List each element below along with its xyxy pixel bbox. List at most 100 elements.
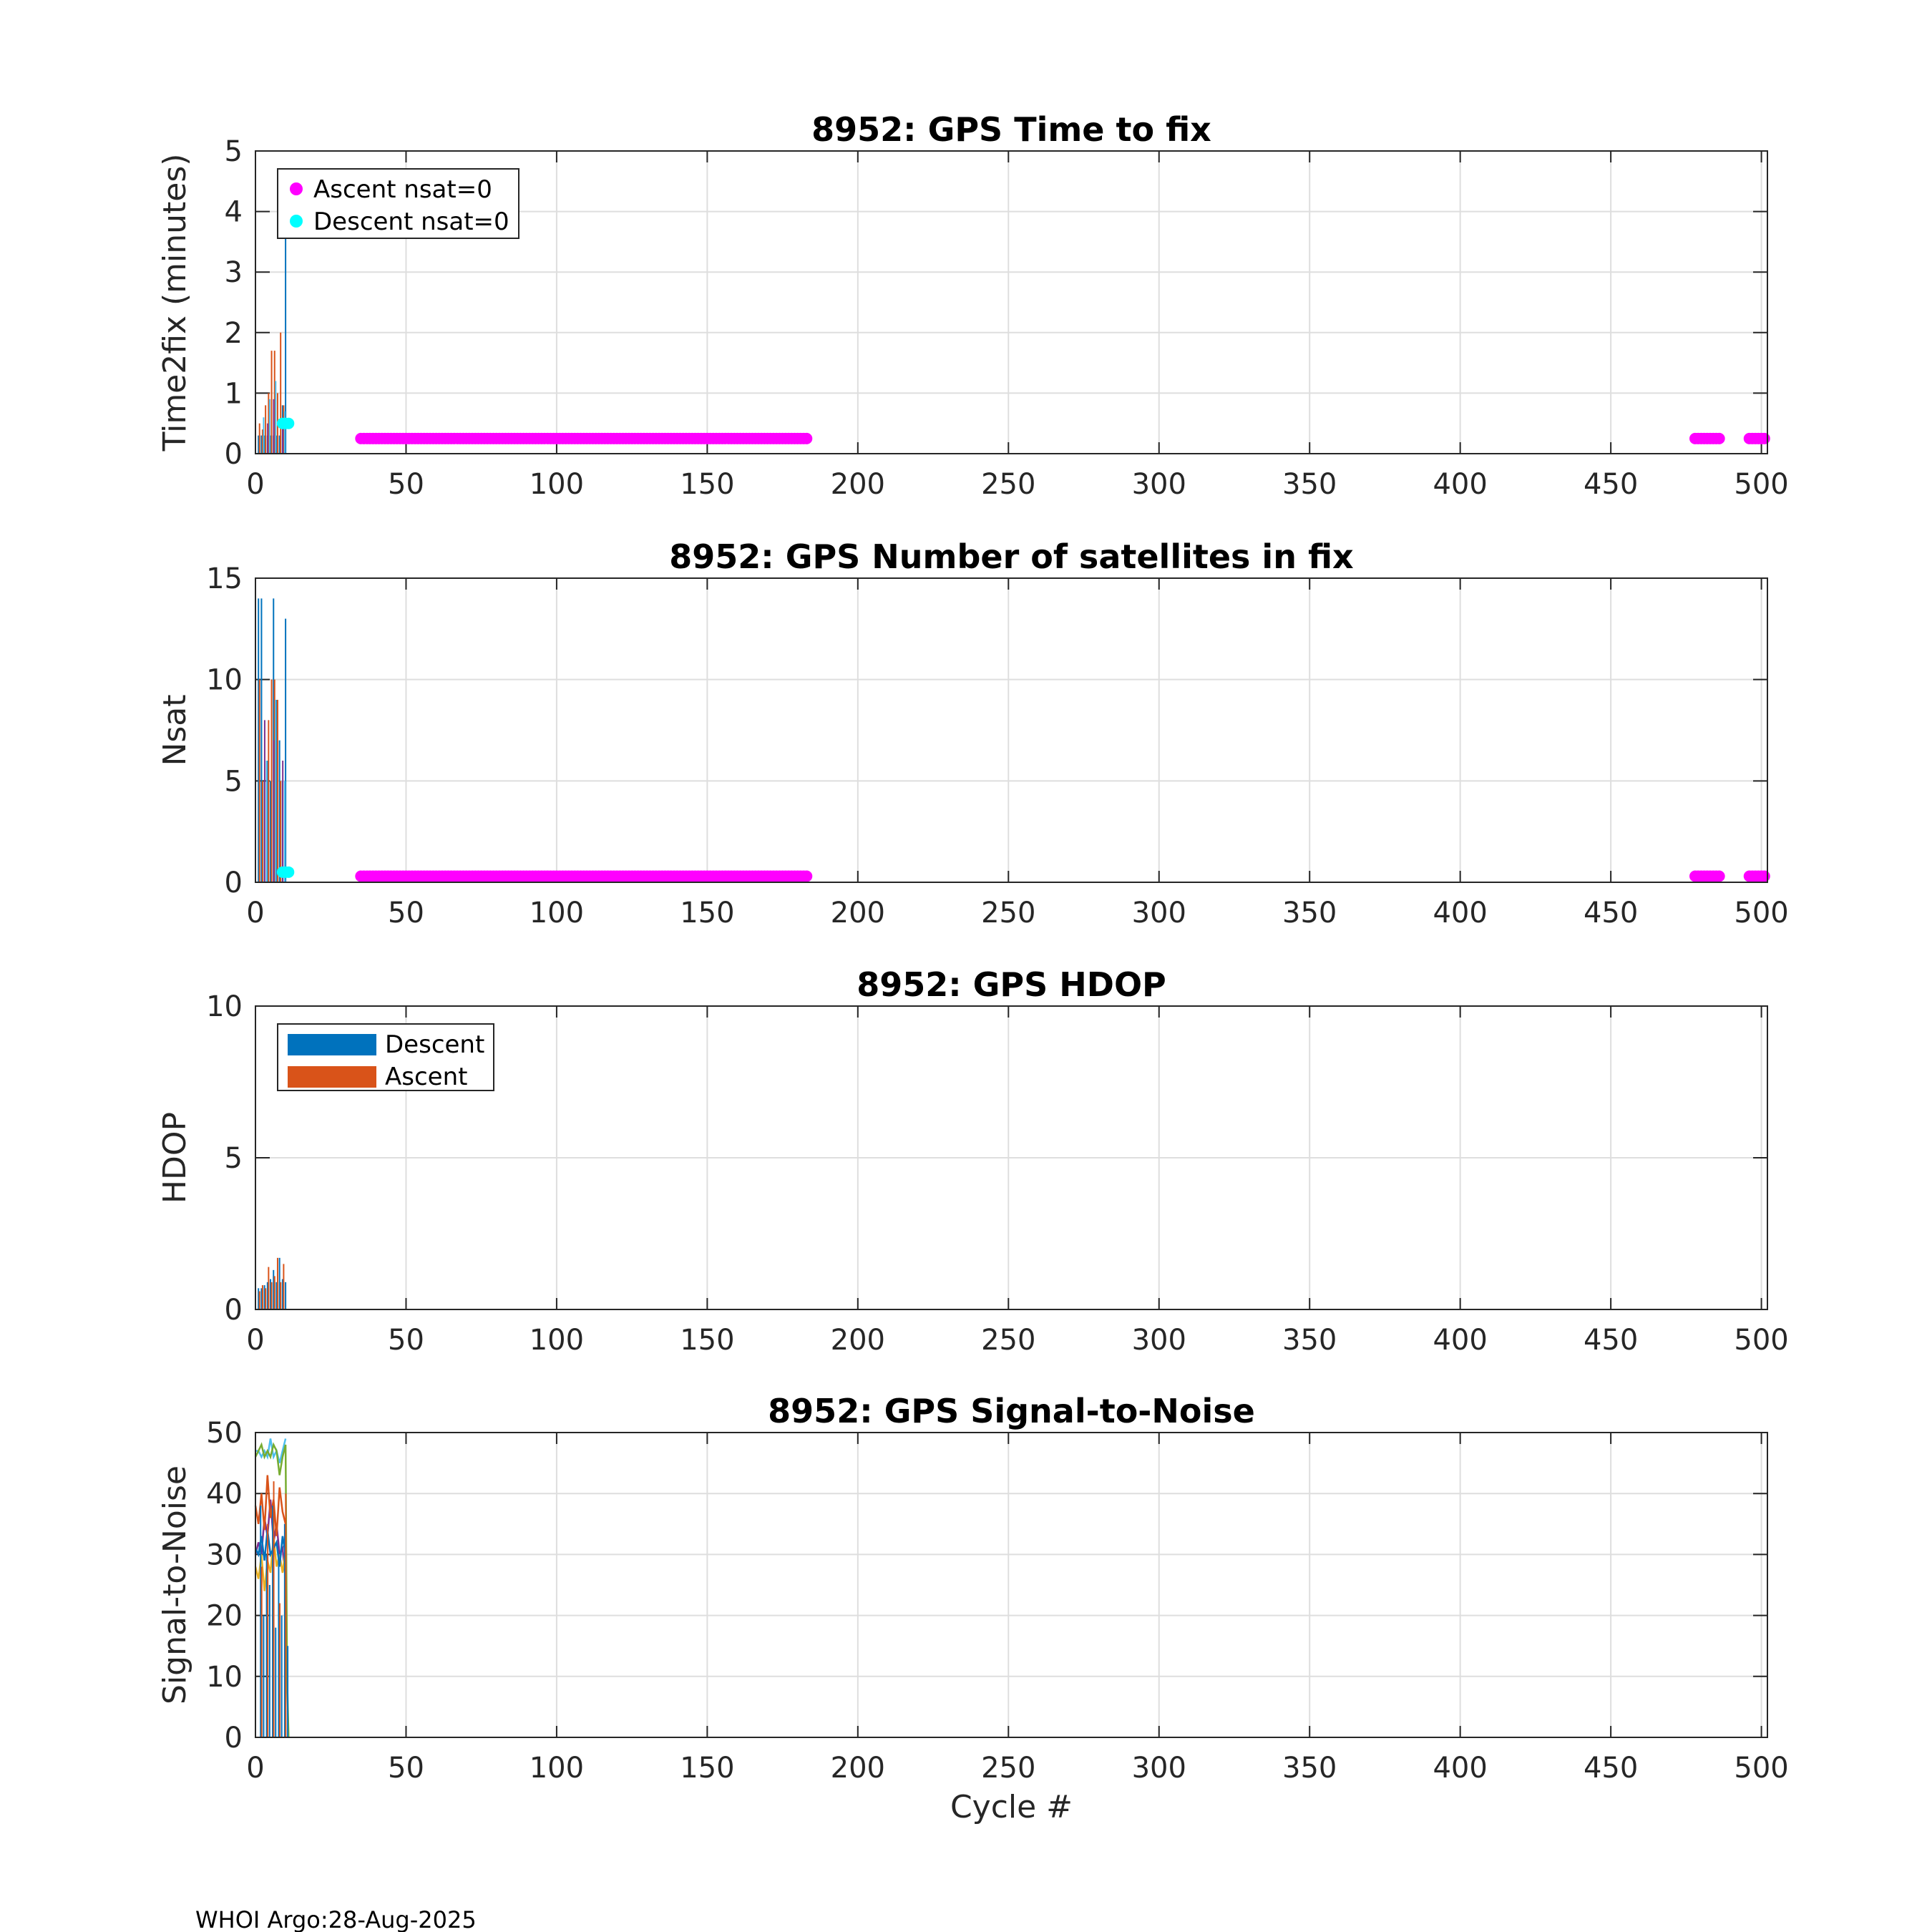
series-group	[254, 1438, 290, 1738]
y-tick-label: 5	[225, 135, 243, 168]
x-tick-label: 150	[680, 1752, 734, 1785]
x-tick-label: 300	[1132, 468, 1186, 501]
x-tick-label: 250	[981, 1324, 1035, 1357]
series-5	[355, 870, 1770, 882]
x-tick-label: 200	[831, 1324, 885, 1357]
x-tick-label: 50	[388, 468, 424, 501]
x-tick-label: 0	[246, 1324, 264, 1357]
chart-title: 8952: GPS Signal-to-Noise	[768, 1392, 1255, 1430]
y-tick-label: 4	[225, 196, 243, 229]
x-tick-label: 50	[388, 897, 424, 930]
series-2	[258, 679, 282, 882]
x-tick-label: 350	[1282, 468, 1337, 501]
y-tick-label: 5	[225, 765, 243, 798]
x-tick-label: 250	[981, 1752, 1035, 1785]
legend-label: Descent	[385, 1030, 484, 1059]
chart-panel-1: 0 50 100 150 200 250 300 350 400 450 500 0 1 2 3 4 5 8952…	[157, 110, 1789, 501]
x-axis-label: Cycle #	[950, 1789, 1073, 1825]
series-group	[258, 235, 1770, 454]
y-tick-label: 10	[206, 1661, 243, 1694]
series-2	[258, 1257, 285, 1309]
x-tick-label: 400	[1433, 897, 1487, 930]
y-tick-label: 0	[225, 1294, 243, 1327]
plot-area	[255, 578, 1767, 882]
x-tick-label: 100	[530, 468, 584, 501]
series-line	[254, 1442, 290, 1738]
x-tick-label: 350	[1282, 1752, 1337, 1785]
axes-box	[255, 150, 1768, 454]
y-tick-label: 40	[206, 1478, 243, 1511]
x-tick-label: 200	[831, 897, 885, 930]
x-tick-label: 200	[831, 468, 885, 501]
x-tick-label: 500	[1734, 468, 1788, 501]
y-tick-label: 0	[225, 1722, 243, 1755]
legend-marker	[290, 182, 303, 195]
legend: Ascent nsat=0 Descent nsat=0	[277, 168, 519, 239]
y-tick-label: 30	[206, 1538, 243, 1571]
x-tick-label: 150	[680, 1324, 734, 1357]
x-tick-label: 100	[530, 1752, 584, 1785]
legend: Descent Ascent	[277, 1023, 494, 1091]
x-tick-label: 0	[246, 468, 264, 501]
plot-area	[255, 1433, 1767, 1737]
y-tick-label: 50	[206, 1417, 243, 1450]
legend-swatch	[288, 1066, 376, 1088]
point	[283, 866, 295, 878]
x-tick-label: 500	[1734, 1752, 1788, 1785]
point	[801, 870, 813, 882]
series-5	[355, 432, 1770, 444]
x-tick-label: 350	[1282, 897, 1337, 930]
point	[283, 417, 295, 429]
chart-title: 8952: GPS Time to fix	[811, 110, 1211, 149]
x-tick-label: 450	[1584, 1752, 1638, 1785]
x-tick-label: 0	[246, 897, 264, 930]
series-line	[254, 1475, 287, 1536]
series-1	[258, 1257, 287, 1309]
x-tick-label: 50	[388, 1324, 424, 1357]
x-tick-label: 300	[1132, 1752, 1186, 1785]
legend-swatch	[288, 1034, 376, 1055]
y-axis-label: Time2fix (minutes)	[157, 154, 193, 452]
x-tick-label: 200	[831, 1752, 885, 1785]
x-tick-label: 100	[530, 1324, 584, 1357]
y-axis-label: HDOP	[157, 1112, 193, 1204]
series-6	[276, 866, 295, 878]
y-tick-label: 0	[225, 867, 243, 899]
x-tick-label: 300	[1132, 1324, 1186, 1357]
y-tick-label: 10	[206, 990, 243, 1023]
series-3	[265, 700, 286, 882]
legend-label: Descent nsat=0	[313, 208, 509, 236]
y-tick-label: 20	[206, 1600, 243, 1633]
series-group	[258, 1257, 287, 1309]
x-tick-label: 250	[981, 468, 1035, 501]
x-tick-label: 150	[680, 468, 734, 501]
x-tick-label: 450	[1584, 468, 1638, 501]
series-group	[258, 598, 1770, 882]
point	[1713, 870, 1725, 882]
chart-title: 8952: GPS HDOP	[857, 965, 1166, 1004]
point	[801, 432, 813, 444]
y-tick-label: 5	[225, 1142, 243, 1175]
x-tick-label: 400	[1433, 468, 1487, 501]
series-line	[255, 1438, 287, 1463]
x-tick-label: 500	[1734, 1324, 1788, 1357]
y-tick-label: 3	[225, 256, 243, 289]
x-tick-label: 300	[1132, 897, 1186, 930]
x-tick-label: 150	[680, 897, 734, 930]
y-tick-label: 10	[206, 664, 243, 697]
axes-box	[255, 1005, 1768, 1310]
x-tick-label: 400	[1433, 1752, 1487, 1785]
x-tick-label: 0	[246, 1752, 264, 1785]
point	[1758, 432, 1770, 444]
chart-title: 8952: GPS Number of satellites in fix	[669, 537, 1353, 576]
legend-label: Ascent nsat=0	[313, 175, 492, 204]
axes-box	[255, 1432, 1768, 1738]
x-tick-label: 450	[1584, 897, 1638, 930]
point	[1758, 870, 1770, 882]
y-axis-label: Signal-to-Noise	[157, 1465, 193, 1704]
y-axis-label: Nsat	[157, 694, 193, 766]
chart-panel-2: 0 50 100 150 200 250 300 350 400 450 500 0 5 10 15 8952…	[157, 537, 1789, 930]
series-7	[260, 1506, 289, 1737]
x-tick-label: 500	[1734, 897, 1788, 930]
